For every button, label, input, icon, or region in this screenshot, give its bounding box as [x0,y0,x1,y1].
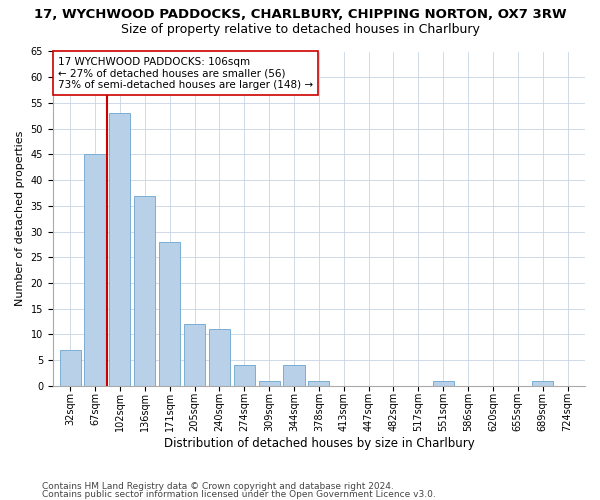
Bar [283,365,305,386]
Text: Size of property relative to detached houses in Charlbury: Size of property relative to detached ho… [121,22,479,36]
X-axis label: Distribution of detached houses by size in Charlbury: Distribution of detached houses by size … [164,437,474,450]
Bar [308,380,329,386]
Bar [184,324,205,386]
Bar [159,242,180,386]
Bar [234,365,255,386]
Bar [259,380,280,386]
Bar [532,380,553,386]
Bar [433,380,454,386]
Text: 17, WYCHWOOD PADDOCKS, CHARLBURY, CHIPPING NORTON, OX7 3RW: 17, WYCHWOOD PADDOCKS, CHARLBURY, CHIPPI… [34,8,566,20]
Bar [59,350,81,386]
Text: 17 WYCHWOOD PADDOCKS: 106sqm
← 27% of detached houses are smaller (56)
73% of se: 17 WYCHWOOD PADDOCKS: 106sqm ← 27% of de… [58,56,313,90]
Bar [85,154,106,386]
Text: Contains HM Land Registry data © Crown copyright and database right 2024.: Contains HM Land Registry data © Crown c… [42,482,394,491]
Bar [209,329,230,386]
Y-axis label: Number of detached properties: Number of detached properties [15,131,25,306]
Bar [109,113,130,386]
Bar [134,196,155,386]
Text: Contains public sector information licensed under the Open Government Licence v3: Contains public sector information licen… [42,490,436,499]
